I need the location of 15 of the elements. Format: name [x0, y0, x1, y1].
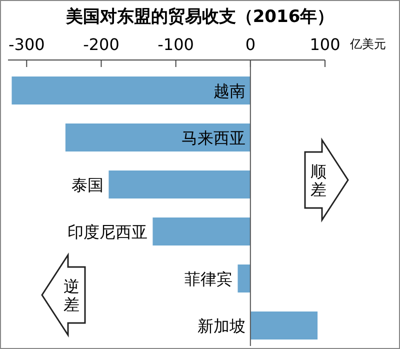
chart-title: 美国对东盟的贸易收支（2016年） — [64, 7, 334, 27]
x-axis-title: 亿美元 — [349, 37, 386, 51]
y-tick-label: 菲律宾 — [184, 270, 233, 288]
x-tick-label: -100 — [158, 35, 194, 54]
annotation: 顺差 — [310, 162, 326, 199]
y-tick-label: 越南 — [213, 82, 246, 100]
x-tick-label: -200 — [83, 35, 120, 54]
y-tick-label: 新加坡 — [197, 316, 246, 336]
annotation: 逆差 — [64, 277, 80, 314]
x-tick-label: -300 — [8, 35, 45, 54]
y-tick-label: 马来西亚 — [181, 128, 246, 148]
x-tick-label: 100 — [310, 35, 340, 54]
y-tick-label: 泰国 — [72, 176, 104, 194]
x-tick-label: 0 — [245, 35, 256, 54]
y-tick-label: 印度尼西亚 — [68, 222, 148, 242]
